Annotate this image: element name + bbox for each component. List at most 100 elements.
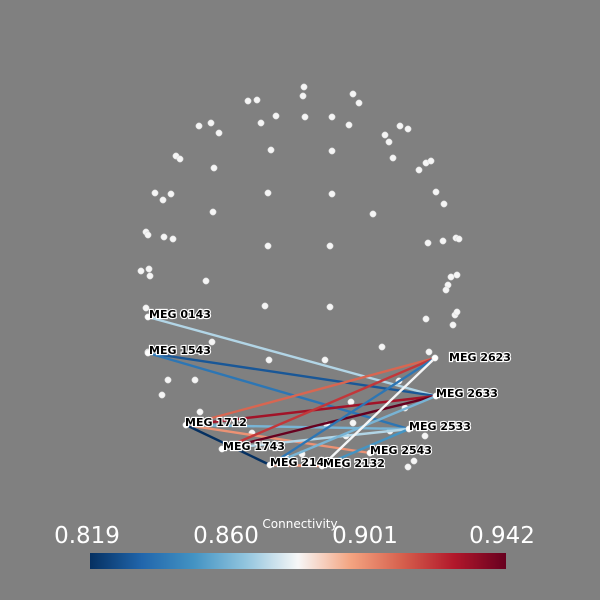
connection-line-2 [146,351,411,431]
sensor-point-33 [440,200,448,208]
sensor-point-8 [215,129,223,137]
connected-sensor-point-4 [266,461,274,469]
sensor-point-55 [261,302,269,310]
sensor-point-12 [328,113,336,121]
connectivity-lines [146,315,438,468]
sensor-point-83 [404,463,412,471]
sensor-point-68 [191,376,199,384]
sensor-point-10 [272,112,280,120]
sensor-label-2: MEG 1712 [185,416,247,429]
colorbar-tick-0: 0.819 [54,523,120,549]
connection-line-3 [184,356,437,427]
sensor-point-64 [321,356,329,364]
connected-sensor-points [144,313,440,470]
connection-line-10 [268,394,438,467]
sensor-label-0: MEG 0143 [149,308,211,321]
connected-sensor-point-8 [405,425,413,433]
sensor-point-27 [151,189,159,197]
connected-sensor-point-6 [431,354,439,362]
sensor-point-43 [439,237,447,245]
sensor-point-1 [244,97,252,105]
sensor-point-3 [299,92,307,100]
sensor-point-21 [267,146,275,154]
connected-sensor-point-7 [432,392,440,400]
sensor-point-35 [369,210,377,218]
sensor-point-0 [300,83,308,91]
sensor-point-7 [207,119,215,127]
sensor-point-81 [421,432,429,440]
sensor-point-60 [449,321,457,329]
sensor-point-48 [146,272,154,280]
connection-line-15 [268,463,324,468]
sensor-point-5 [355,99,363,107]
sensor-point-6 [195,122,203,130]
connection-line-14 [184,423,272,467]
sensor-point-16 [404,125,412,133]
sensor-point-75 [196,408,204,416]
sensor-point-82 [410,457,418,465]
sensor-point-54 [142,304,150,312]
connected-sensor-point-2 [182,421,190,429]
sensor-label-1: MEG 1543 [149,344,211,357]
sensor-point-62 [378,343,386,351]
sensor-label-9: MEG 2543 [370,444,432,457]
sensor-point-71 [347,398,355,406]
colorbar-tick-3: 0.942 [469,523,535,549]
connected-sensor-point-1 [144,349,152,357]
sensor-point-59 [453,308,461,316]
sensor-point-67 [164,376,172,384]
connection-line-7 [220,356,437,451]
sensor-point-9 [257,119,265,127]
sensor-point-34 [209,208,217,216]
sensor-point-2 [253,96,261,104]
sensor-point-51 [453,271,461,279]
sensor-point-49 [202,277,210,285]
colorbar-tick-1: 0.860 [193,523,259,549]
sensor-label-7: MEG 2633 [436,387,498,400]
sensor-point-37 [144,231,152,239]
sensor-point-25 [427,157,435,165]
sensor-point-13 [345,121,353,129]
sensor-point-32 [432,188,440,196]
colorbar-tick-2: 0.901 [332,523,398,549]
sensor-point-41 [326,242,334,250]
connected-sensor-point-9 [366,449,374,457]
sensor-point-63 [265,356,273,364]
sensor-point-20 [210,164,218,172]
connection-line-1 [146,351,438,398]
connection-line-13 [320,427,411,468]
sensor-point-17 [385,138,393,146]
sensor-point-19 [176,155,184,163]
sensor-point-15 [396,122,404,130]
connection-line-0 [146,315,438,398]
connected-sensor-point-5 [318,462,326,470]
sensor-label-4: MEG 2142 [270,456,332,469]
sensor-point-31 [328,190,336,198]
sensor-point-50 [447,273,455,281]
sensor-point-22 [328,147,336,155]
connected-sensor-point-0 [144,313,152,321]
sensor-point-30 [264,189,272,197]
sensor-labels: MEG 0143 MEG 1543 MEG 1712 MEG 1743 MEG 2142… [148,307,512,471]
connection-line-8 [220,394,438,451]
sensor-point-46 [137,267,145,275]
connected-sensor-point-3 [218,445,226,453]
sensor-point-45 [455,235,463,243]
sensor-point-29 [159,196,167,204]
connection-line-11 [268,356,437,467]
sensor-point-40 [264,242,272,250]
sensor-point-47 [145,265,153,273]
sensor-point-42 [424,239,432,247]
sensor-point-53 [442,286,450,294]
connection-line-5 [184,423,411,431]
connection-line-12 [320,356,437,468]
sensor-point-23 [389,154,397,162]
sensor-label-8: MEG 2533 [409,420,471,433]
sensor-point-69 [158,391,166,399]
sensor-label-3: MEG 1743 [223,440,285,453]
colorbar-title: Connectivity [262,517,338,531]
connection-line-9 [220,427,411,451]
sensor-point-57 [422,315,430,323]
sensor-point-38 [160,233,168,241]
